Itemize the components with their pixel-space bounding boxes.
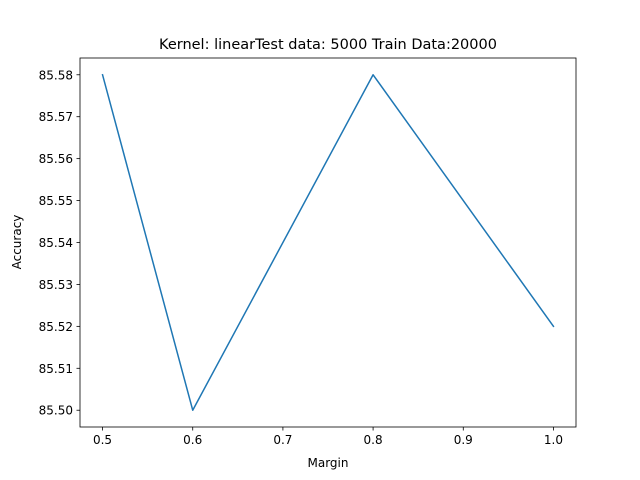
y-tick-label: 85.51 [39, 362, 73, 376]
y-tick-label: 85.57 [39, 110, 73, 124]
x-tick-label: 0.6 [183, 433, 202, 447]
chart-title: Kernel: linearTest data: 5000 Train Data… [159, 37, 497, 53]
x-tick-label: 0.7 [273, 433, 292, 447]
y-tick-label: 85.56 [39, 152, 73, 166]
x-tick-label: 0.9 [454, 433, 473, 447]
y-tick-label: 85.58 [39, 68, 73, 82]
y-tick-label: 85.53 [39, 278, 73, 292]
y-tick-label: 85.55 [39, 194, 73, 208]
x-tick-label: 0.5 [93, 433, 112, 447]
y-tick-label: 85.54 [39, 236, 73, 250]
plot-area: 0.5 0.6 0.7 0.8 0.9 1.0 85.50 85.51 85.52 85.53 85… [39, 57, 577, 447]
x-axis-label: Margin [308, 456, 349, 470]
x-tick-label: 0.8 [364, 433, 383, 447]
y-tick-label: 85.50 [39, 404, 73, 418]
y-axis-label: Accuracy [10, 215, 24, 270]
series-line-1 [101, 73, 555, 411]
y-tick-label: 85.52 [39, 320, 73, 334]
x-tick-label: 1.0 [544, 433, 563, 447]
